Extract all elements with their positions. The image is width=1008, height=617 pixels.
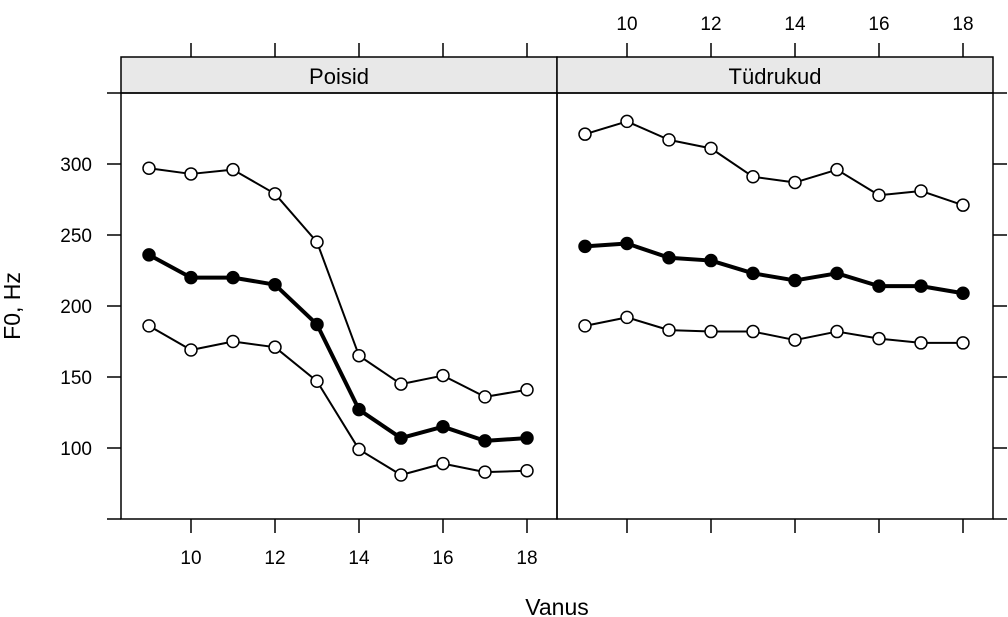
data-point-upper <box>578 127 592 141</box>
data-point-lower <box>436 456 450 471</box>
data-point-upper <box>746 170 760 184</box>
data-point-lower <box>872 331 886 346</box>
x-tick-label: 18 <box>516 548 537 569</box>
y-axis-right <box>993 92 1007 520</box>
data-point-lower <box>914 336 928 350</box>
data-point-upper <box>268 187 282 201</box>
data-point-lower <box>310 374 324 389</box>
x-tick-label: 16 <box>432 548 453 569</box>
data-point-lower <box>352 442 366 457</box>
series-line-lower <box>148 325 528 476</box>
data-point-upper <box>394 377 408 391</box>
x-tick-label-top: 18 <box>952 14 973 35</box>
data-point-mean <box>184 270 198 285</box>
data-point-mean <box>352 402 366 417</box>
data-point-mean <box>788 273 802 288</box>
data-point-mean <box>310 317 324 332</box>
data-point-mean <box>914 279 928 293</box>
x-tick-label-top: 16 <box>868 14 889 35</box>
x-tick-label: 10 <box>180 548 201 569</box>
y-axis-left: 100 150 200 250 300 <box>60 92 121 520</box>
x-axis-top: 10 12 14 16 18 <box>190 14 974 57</box>
data-point-mean <box>704 253 718 268</box>
data-point-lower <box>578 319 592 333</box>
data-point-mean <box>578 239 592 254</box>
data-point-mean <box>142 248 156 262</box>
data-point-upper <box>436 368 450 383</box>
data-point-lower <box>478 465 492 479</box>
strip-background <box>120 56 558 94</box>
data-point-upper <box>914 184 928 198</box>
data-point-upper <box>620 114 634 129</box>
strip-label: Poisid <box>309 64 369 89</box>
data-point-lower <box>830 324 844 339</box>
data-point-lower <box>704 324 718 339</box>
series-line-upper <box>148 167 528 398</box>
data-point-mean <box>268 277 282 292</box>
data-point-mean <box>746 266 760 281</box>
data-point-upper <box>520 383 534 397</box>
x-tick-label-top: 14 <box>784 14 806 35</box>
x-tick-label: 14 <box>348 548 370 569</box>
data-point-lower <box>620 310 634 325</box>
series-line-lower <box>584 316 963 344</box>
series-line-mean <box>148 253 528 443</box>
x-axis-title: Vanus <box>525 594 589 617</box>
data-point-upper <box>142 161 156 176</box>
data-point-mean <box>436 419 450 434</box>
data-point-mean <box>520 431 534 445</box>
y-axis-title: F0, Hz <box>0 272 25 340</box>
data-point-mean <box>872 279 886 293</box>
data-point-upper <box>662 133 676 147</box>
data-point-upper <box>184 167 198 181</box>
panel-frame <box>556 92 994 520</box>
data-point-lower <box>956 336 970 350</box>
strip-background <box>556 56 994 94</box>
data-point-lower <box>142 319 156 333</box>
panel-tudrukud: Tüdrukud <box>556 56 994 520</box>
strip-label: Tüdrukud <box>729 64 822 89</box>
data-point-upper <box>226 162 240 177</box>
data-point-mean <box>662 250 676 265</box>
data-point-upper <box>352 348 366 363</box>
data-point-lower <box>226 334 240 349</box>
x-tick-label-top: 10 <box>616 14 637 35</box>
data-point-upper <box>830 162 844 177</box>
y-tick-label: 150 <box>60 368 92 389</box>
panel-frame <box>120 92 558 520</box>
panel-poisid: Poisid <box>120 56 558 520</box>
data-point-upper <box>310 235 324 249</box>
data-point-mean <box>620 236 634 251</box>
x-tick-label-top: 12 <box>700 14 721 35</box>
series-line-upper <box>584 120 964 207</box>
data-point-upper <box>956 198 970 212</box>
data-point-lower <box>520 463 534 478</box>
panels: Poisid Tüdrukud <box>120 56 994 520</box>
y-tick-label: 200 <box>60 297 92 318</box>
series-line-mean <box>584 241 964 296</box>
x-axis-bottom: 10 12 14 16 18 <box>180 519 964 569</box>
data-point-lower <box>746 324 760 339</box>
data-point-lower <box>788 333 802 347</box>
data-point-upper <box>478 390 492 404</box>
y-tick-label: 250 <box>60 226 92 247</box>
x-tick-label: 12 <box>264 548 285 569</box>
data-point-mean <box>956 286 970 300</box>
y-tick-label: 300 <box>60 155 92 176</box>
data-point-lower <box>662 323 676 337</box>
y-tick-label: 100 <box>60 439 92 460</box>
data-point-upper <box>704 141 718 156</box>
data-point-upper <box>788 175 802 190</box>
data-point-mean <box>394 431 408 445</box>
data-point-mean <box>830 266 844 281</box>
data-point-mean <box>478 434 492 448</box>
data-point-lower <box>184 343 198 357</box>
data-point-upper <box>872 188 886 202</box>
data-point-lower <box>268 340 282 354</box>
data-point-lower <box>394 468 408 482</box>
data-point-mean <box>226 270 240 285</box>
